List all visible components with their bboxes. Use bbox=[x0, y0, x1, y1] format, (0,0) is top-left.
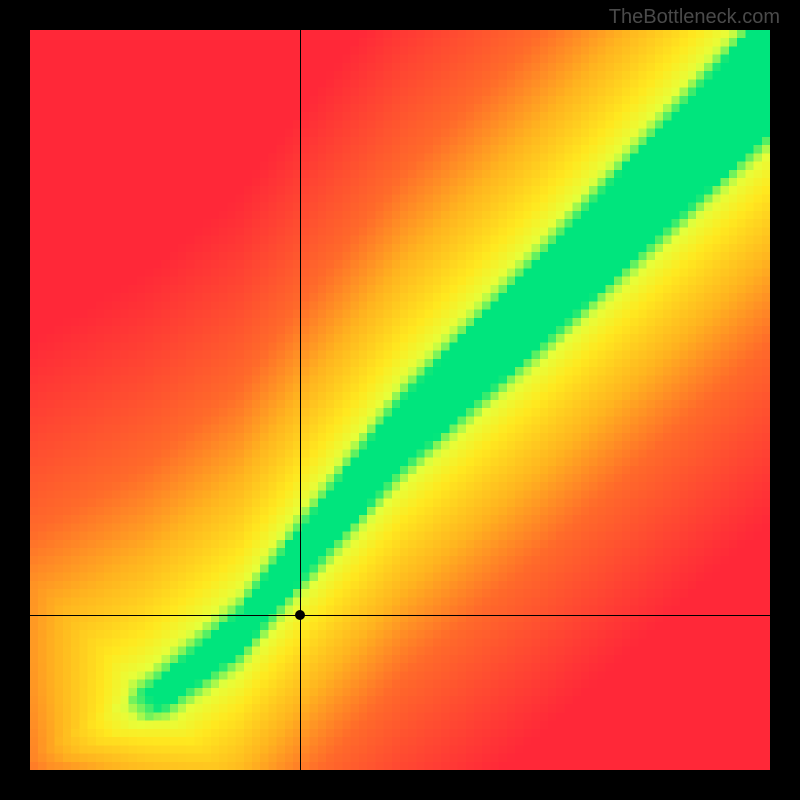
watermark-text: TheBottleneck.com bbox=[609, 6, 780, 29]
crosshair-horizontal bbox=[30, 615, 770, 616]
crosshair-vertical bbox=[300, 30, 301, 770]
marker-point bbox=[295, 610, 305, 620]
heatmap-canvas bbox=[30, 30, 770, 770]
heatmap-plot bbox=[30, 30, 770, 770]
